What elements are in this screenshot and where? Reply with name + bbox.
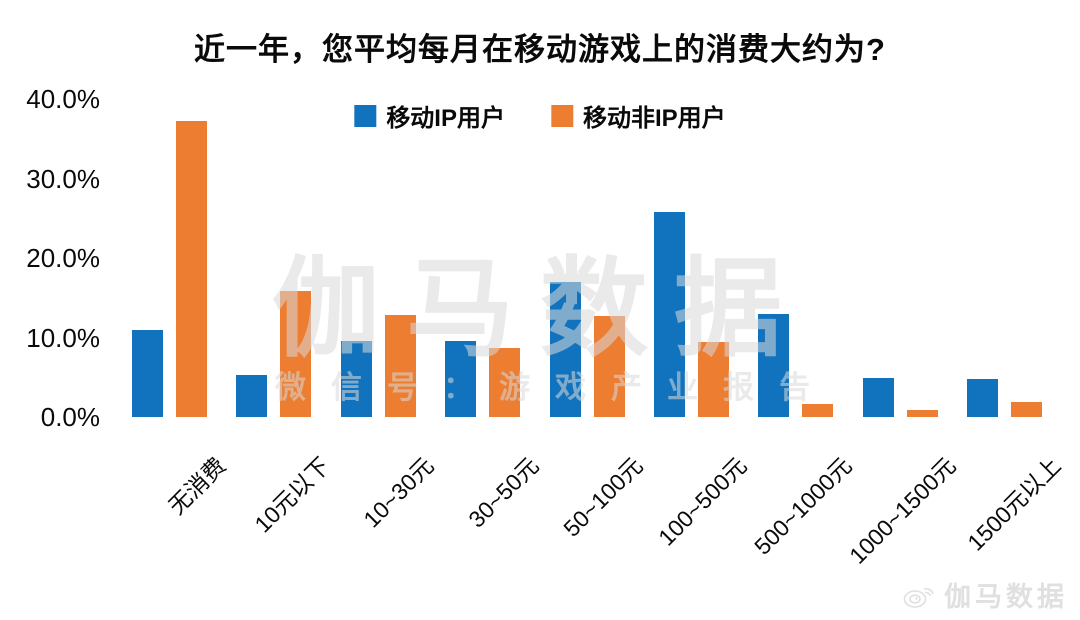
bar-ip-1: [236, 374, 268, 417]
legend-label-non-ip-users: 移动非IP用户: [583, 105, 726, 132]
legend-label-ip-users: 移动IP用户: [386, 105, 505, 132]
bar-ip-4: [549, 281, 581, 417]
legend-item-non-ip-users: 移动非IP用户: [551, 98, 726, 133]
bar-non-ip-8: [1011, 401, 1042, 417]
bar-non-ip-4: [593, 316, 625, 417]
y-tick-label: 40.0%: [26, 84, 100, 114]
chart-legend: 移动IP用户 移动非IP用户: [354, 98, 726, 133]
y-tick-label: 10.0%: [26, 322, 100, 353]
bar-non-ip-3: [489, 347, 521, 417]
footer-brand: 伽马数据: [902, 575, 1068, 614]
footer-brand-text: 伽马数据: [944, 582, 1068, 612]
y-tick-label: 0.0%: [40, 402, 100, 432]
y-tick-label: 30.0%: [26, 163, 100, 194]
chart-title: 近一年，您平均每月在移动游戏上的消费大约为?: [194, 32, 886, 67]
bar-non-ip-1: [280, 291, 312, 417]
bar-ip-6: [758, 313, 790, 417]
legend-swatch-ip-users: [354, 104, 377, 127]
y-axis: 40.0% 30.0% 20.0% 10.0% 0.0%: [0, 0, 100, 620]
bar-non-ip-7: [906, 409, 938, 417]
bar-non-ip-0: [176, 121, 207, 417]
bar-ip-8: [967, 378, 998, 417]
bar-non-ip-2: [384, 315, 416, 417]
bar-ip-0: [132, 330, 163, 417]
bar-non-ip-6: [802, 404, 834, 417]
bar-ip-5: [653, 211, 685, 417]
bar-non-ip-5: [697, 342, 729, 417]
legend-swatch-non-ip-users: [551, 104, 573, 127]
bar-ip-2: [340, 341, 372, 417]
weibo-icon: [902, 581, 936, 609]
bar-ip-3: [445, 341, 477, 417]
y-tick-label: 20.0%: [26, 243, 100, 273]
bar-ip-7: [862, 378, 894, 417]
legend-item-ip-users: 移动IP用户: [354, 98, 505, 133]
